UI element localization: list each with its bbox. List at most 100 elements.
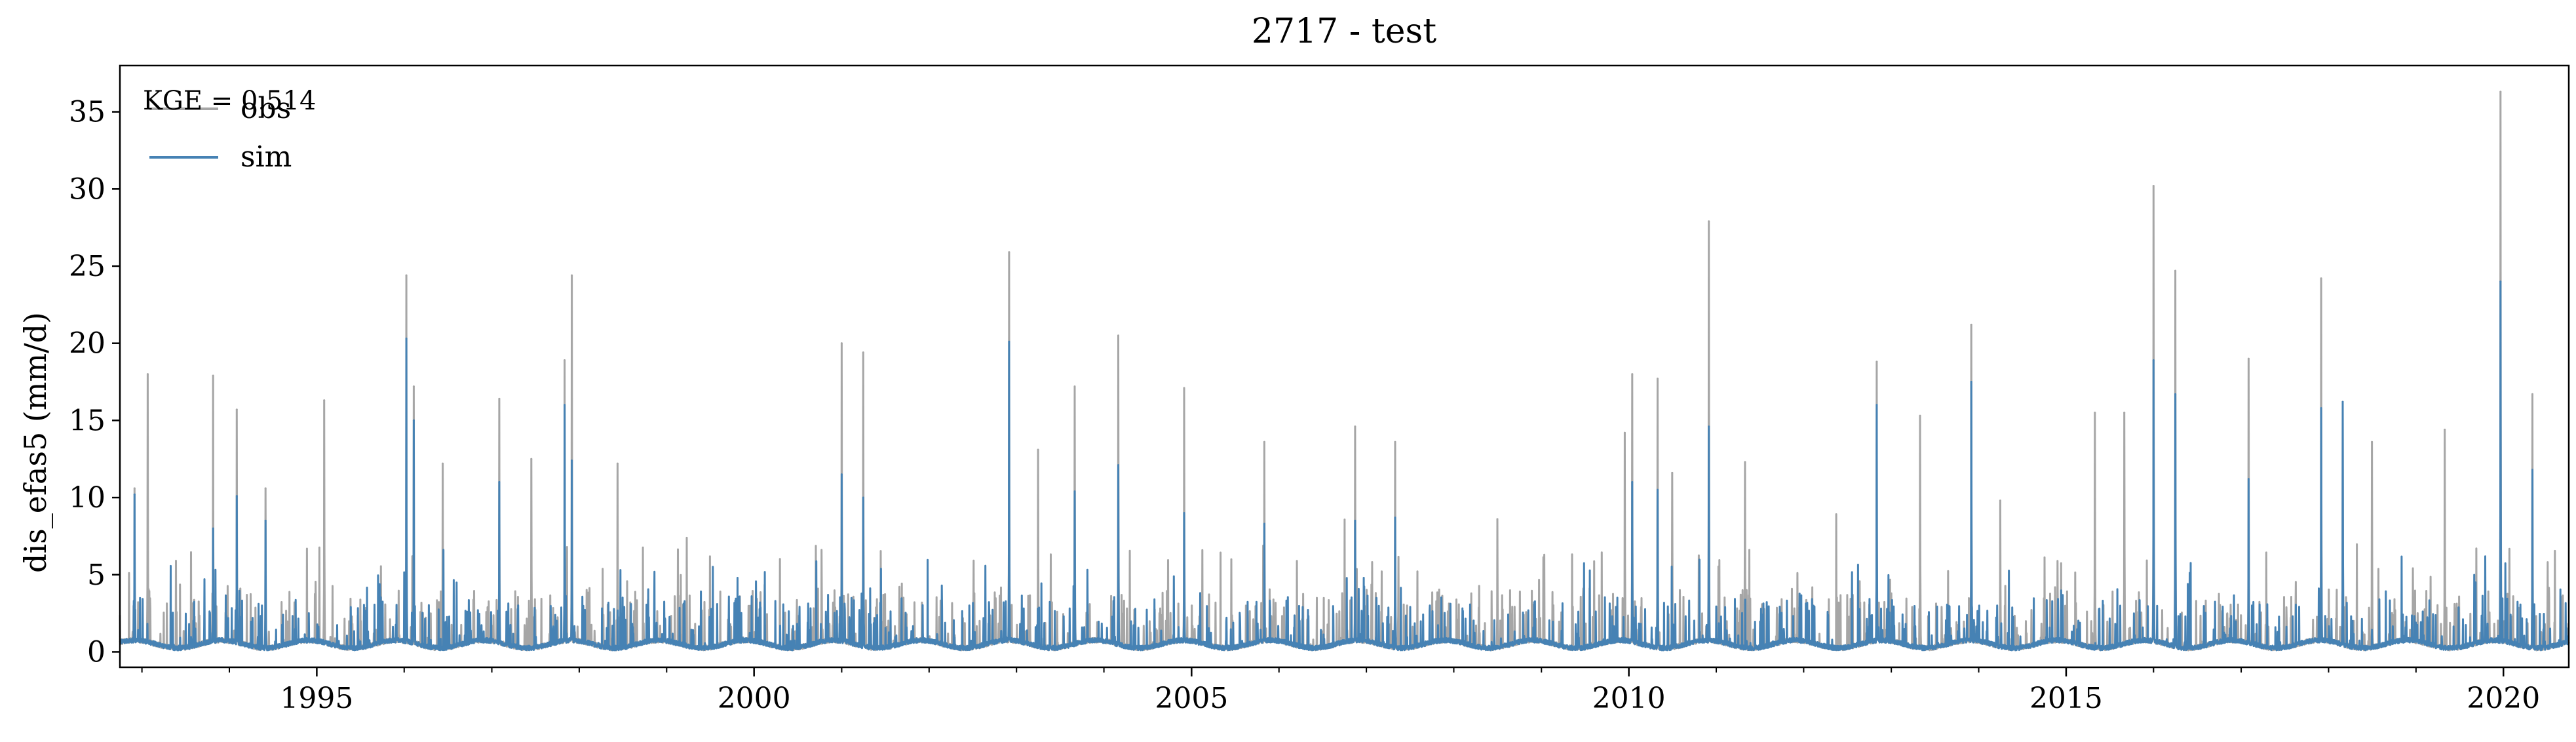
series-peak-point	[1999, 499, 2001, 502]
series-peak-point	[571, 274, 573, 277]
y-tick-label: 25	[69, 250, 106, 283]
series-peak-point	[1117, 334, 1119, 337]
series-peak-point	[2371, 440, 2374, 443]
series-peak-point	[498, 481, 501, 483]
series-peak-point	[2499, 281, 2502, 283]
series-peak-point	[264, 487, 267, 490]
series-peak-point	[1008, 251, 1010, 254]
y-tick-label: 10	[69, 481, 106, 515]
series-peak-point	[2320, 407, 2322, 410]
y-tick-label: 15	[69, 404, 106, 437]
series-peak-point	[2444, 429, 2446, 431]
y-tick-label: 0	[87, 635, 106, 669]
x-tick-label: 2010	[1592, 682, 1666, 715]
series-peak-point	[2094, 412, 2096, 414]
series-peak-point	[235, 408, 238, 411]
legend: obs sim	[149, 92, 292, 174]
series-peak-point	[498, 397, 501, 400]
series-peak-point	[1631, 373, 1634, 376]
series-peak-point	[133, 487, 136, 490]
y-axis-label: dis_efas5 (mm/d)	[18, 312, 53, 573]
series-peak-point	[530, 458, 533, 460]
series-peak-point	[616, 462, 619, 465]
series-peak-point	[2174, 269, 2177, 272]
series-peak-point	[564, 404, 566, 406]
y-tick-label: 35	[69, 96, 106, 129]
series-peak-point	[442, 462, 444, 465]
y-tick-label: 30	[69, 172, 106, 206]
series-peak-point	[1631, 481, 1634, 483]
series-peak-point	[840, 342, 843, 345]
series-peak-point	[235, 495, 238, 498]
series-peak-point	[1117, 464, 1119, 467]
series-peak-point	[862, 496, 864, 499]
series-peak-point	[1263, 522, 1265, 525]
series-peak-point	[146, 373, 149, 376]
series-line-sim	[119, 281, 2570, 652]
series-peak-point	[1394, 440, 1396, 443]
series-peak-point	[405, 338, 408, 340]
series-peak-point	[2247, 478, 2250, 480]
x-tick-label: 2005	[1155, 682, 1228, 715]
series-peak-point	[412, 385, 415, 388]
series-peak-point	[1657, 378, 1659, 380]
series-peak-point	[1970, 323, 1972, 326]
series-peak-point	[1708, 220, 1710, 223]
legend-obs-label: obs	[240, 92, 291, 125]
x-tick-label: 1995	[280, 682, 353, 715]
series-peak-point	[571, 459, 573, 462]
series-peak-point	[1073, 490, 1076, 493]
plot-frame	[119, 64, 2570, 669]
series-peak-point	[1744, 461, 1746, 463]
axis-ticks: 0 5 10 15 20 25 30 35 1995 2000 2005 2010 2015 2020	[69, 96, 2540, 715]
series-peak-point	[1183, 512, 1185, 515]
series-peak-point	[1354, 519, 1356, 522]
series-peak-point	[1496, 518, 1499, 520]
legend-sim-label: sim	[240, 140, 292, 174]
series-peak-point	[1394, 517, 1396, 519]
series-peak-point	[323, 399, 326, 402]
series-peak-point	[2174, 393, 2177, 395]
series-peak-point	[1657, 488, 1659, 491]
chart-title: 2717 - test	[1252, 12, 1436, 51]
series-peak-point	[2247, 357, 2250, 360]
series-peak-point	[2152, 185, 2155, 187]
y-tick-label: 20	[69, 327, 106, 361]
series-peak-point	[1263, 440, 1265, 443]
series-peak-point	[840, 473, 843, 476]
series-peak-point	[2531, 469, 2533, 471]
series-peak-point	[1919, 414, 1921, 417]
series-peak-point	[1073, 385, 1076, 388]
series-group	[119, 90, 2570, 652]
series-peak-point	[133, 493, 136, 496]
series-peak-point	[412, 419, 415, 421]
series-peak-point	[2320, 277, 2322, 280]
series-peak-point	[1875, 361, 1878, 363]
series-peak-point	[212, 374, 214, 377]
series-peak-point	[1708, 425, 1710, 428]
series-peak-point	[1183, 387, 1185, 389]
y-tick-label: 5	[87, 558, 106, 592]
series-peak-point	[2152, 359, 2155, 362]
series-peak-point	[1354, 425, 1356, 428]
series-peak-point	[1875, 404, 1878, 406]
series-peak-point	[862, 351, 864, 354]
series-peak-point	[2531, 393, 2533, 395]
series-peak-point	[564, 359, 566, 362]
series-peak-point	[2123, 412, 2126, 414]
series-peak-point	[1008, 340, 1010, 343]
series-peak-point	[1037, 448, 1039, 451]
series-peak-point	[2341, 400, 2344, 403]
x-tick-label: 2015	[2029, 682, 2103, 715]
kge-annotation: KGE = 0.514	[143, 86, 317, 116]
series-peak-point	[405, 274, 408, 277]
series-peak-point	[2499, 90, 2502, 93]
series-peak-point	[1623, 431, 1626, 434]
series-peak-point	[1671, 471, 1674, 474]
series-peak-point	[264, 519, 267, 522]
series-peak-point	[212, 527, 214, 530]
x-tick-label: 2000	[718, 682, 791, 715]
series-peak-point	[1970, 381, 1972, 383]
x-tick-label: 2020	[2467, 682, 2540, 715]
